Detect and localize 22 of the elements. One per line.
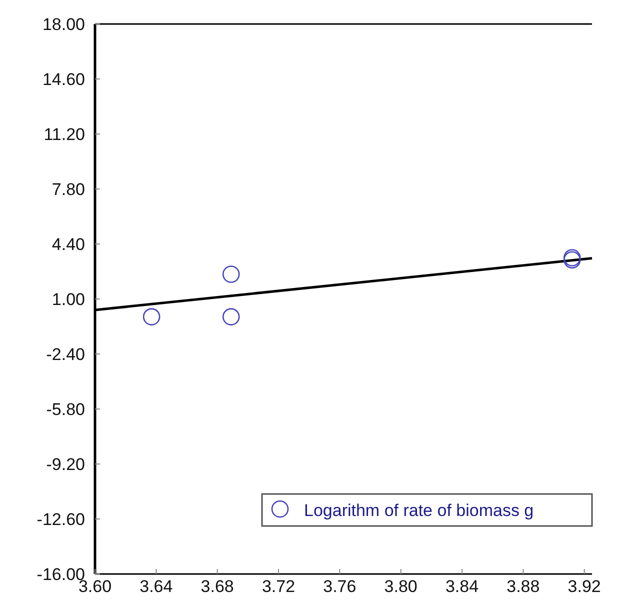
x-tick-label: 3.72 bbox=[262, 577, 296, 596]
y-tick-label: -5.80 bbox=[46, 400, 85, 419]
x-tick-label: 3.92 bbox=[568, 577, 601, 596]
x-tick-label: 3.68 bbox=[200, 577, 234, 596]
x-tick-label: 3.64 bbox=[140, 577, 173, 596]
x-tick-label: 3.80 bbox=[384, 577, 418, 596]
x-tick-label: 3.84 bbox=[445, 577, 479, 596]
y-tick-label: -9.20 bbox=[46, 455, 85, 474]
point bbox=[142, 308, 160, 326]
point bbox=[222, 266, 240, 283]
x-tick-label: 3.76 bbox=[323, 577, 356, 596]
y-tick-label: -2.40 bbox=[46, 345, 85, 364]
point bbox=[222, 308, 240, 326]
y-tick-label: 18.00 bbox=[42, 15, 85, 34]
y-tick-label: 11.20 bbox=[44, 125, 85, 144]
x-tick-label: 3.88 bbox=[506, 577, 540, 596]
legend-label: Logarithm of rate of biomass g bbox=[304, 501, 534, 520]
y-tick-label: 14.60 bbox=[42, 70, 85, 89]
y-tick-label: -12.60 bbox=[36, 510, 85, 529]
y-tick-label: 4.40 bbox=[52, 235, 85, 254]
y-tick-label: 7.80 bbox=[52, 180, 85, 199]
y-tick-label: 1.00 bbox=[52, 290, 85, 309]
